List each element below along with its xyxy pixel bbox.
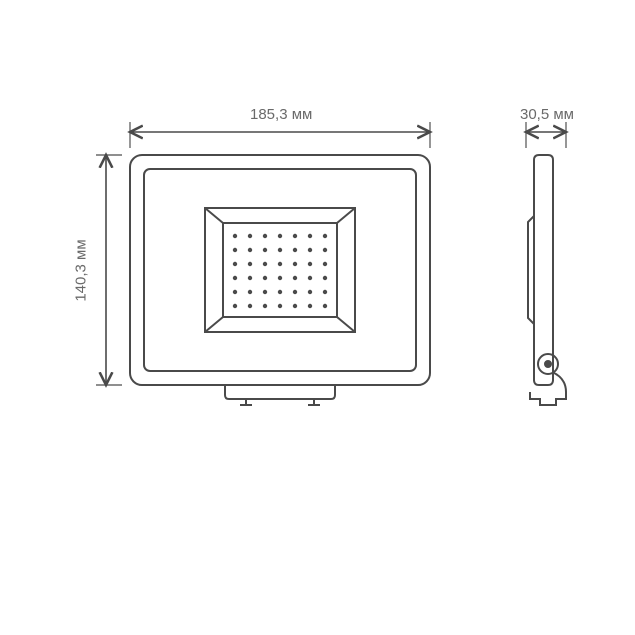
bevel-line <box>205 208 223 223</box>
dim-height-label: 140,3 мм <box>73 239 90 301</box>
bevel-line <box>205 317 223 332</box>
dim-height <box>96 155 122 385</box>
led-dot-grid <box>233 234 327 308</box>
front-outer-frame <box>130 155 430 385</box>
bevel-line <box>337 208 355 223</box>
diagram-svg <box>0 0 635 635</box>
led-window-outer <box>205 208 355 332</box>
dim-width-label: 185,3 мм <box>250 106 312 123</box>
bracket-front <box>225 385 335 405</box>
bevel-line <box>337 317 355 332</box>
dim-depth-label: 30,5 мм <box>520 106 574 123</box>
side-view <box>528 155 566 405</box>
diagram-stage: 185,3 мм 140,3 мм 30,5 мм <box>0 0 635 635</box>
front-inner-frame <box>144 169 416 371</box>
dim-depth <box>526 122 566 148</box>
dim-width <box>130 122 430 148</box>
